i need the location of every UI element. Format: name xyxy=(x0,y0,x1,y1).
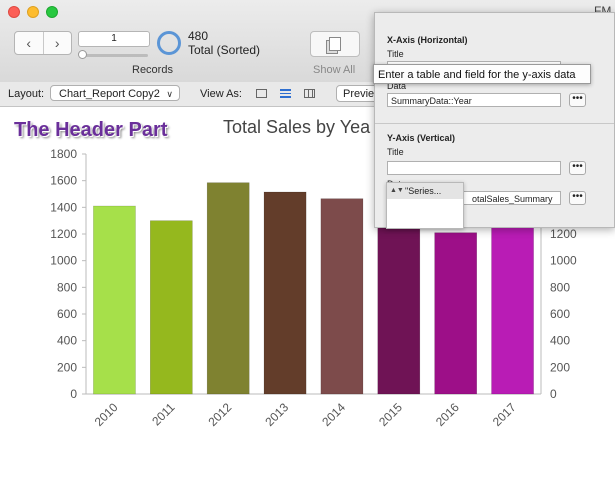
x-data-label: Data xyxy=(387,81,407,91)
y-title-field[interactable] xyxy=(387,161,561,175)
x-data-field[interactable]: SummaryData::Year xyxy=(387,93,561,107)
chevron-left-icon: ‹ xyxy=(26,35,32,51)
view-list-icon[interactable] xyxy=(280,89,291,98)
x-tick-label: 2011 xyxy=(149,400,177,428)
series-popup[interactable]: ▲▼ "Series... xyxy=(386,182,464,229)
y-tick-label: 1600 xyxy=(50,174,77,188)
y-right-tick-label: 0 xyxy=(550,387,557,401)
layout-label: Layout: xyxy=(8,88,45,100)
bar-2012 xyxy=(206,182,250,395)
chart-title: Total Sales by Yea xyxy=(223,117,371,137)
bar-2017 xyxy=(491,223,534,395)
records-label: Records xyxy=(132,64,173,76)
series-popup-item[interactable]: ▲▼ "Series... xyxy=(387,183,463,199)
header-part-label: The Header Part xyxy=(14,119,168,141)
y-title-specify-button[interactable]: ••• xyxy=(569,161,586,175)
bar-2014 xyxy=(320,198,364,395)
y-tick-label: 600 xyxy=(57,307,77,321)
bar-2015 xyxy=(377,225,421,395)
panel-separator xyxy=(375,123,614,124)
view-as-label: View As: xyxy=(200,88,242,100)
record-status: Total (Sorted) xyxy=(188,43,261,57)
zoom-window-button[interactable] xyxy=(46,6,58,18)
x-tick-label: 2017 xyxy=(490,400,519,429)
layout-select-value: Chart_Report Copy2 xyxy=(59,88,160,100)
y-axis-section-title: Y-Axis (Vertical) xyxy=(387,133,456,143)
series-popup-label: "Series... xyxy=(405,186,442,196)
bar-2010 xyxy=(93,205,136,395)
close-window-button[interactable] xyxy=(8,6,20,18)
bar-2013 xyxy=(263,191,307,395)
show-all-label: Show All xyxy=(313,64,356,76)
minimize-window-button[interactable] xyxy=(27,6,39,18)
y-right-tick-label: 200 xyxy=(550,360,570,374)
record-slider[interactable] xyxy=(80,54,148,57)
y-tick-label: 1000 xyxy=(50,254,77,268)
record-pie-icon xyxy=(157,31,181,55)
chevron-right-icon: › xyxy=(54,35,60,51)
x-tick-label: 2010 xyxy=(92,400,121,429)
view-form-icon[interactable] xyxy=(256,89,267,98)
up-down-arrows-icon: ▲▼ xyxy=(390,187,404,194)
current-record-input[interactable]: 1 xyxy=(78,31,150,47)
x-tick-label: 2013 xyxy=(262,400,291,429)
x-data-specify-button[interactable]: ••• xyxy=(569,93,586,107)
show-all-button[interactable] xyxy=(310,31,360,57)
bar-2016 xyxy=(434,232,477,395)
y-right-tick-label: 400 xyxy=(550,334,570,348)
x-title-label: Title xyxy=(387,49,404,59)
y-tick-label: 1200 xyxy=(50,227,77,241)
bar-2011 xyxy=(150,220,193,395)
x-tick-label: 2015 xyxy=(376,400,405,429)
record-slider-knob[interactable] xyxy=(78,50,87,59)
y-right-tick-label: 1200 xyxy=(550,227,577,241)
tooltip: Enter a table and field for the y-axis d… xyxy=(373,64,591,84)
y-title-label: Title xyxy=(387,147,404,157)
y-right-tick-label: 1000 xyxy=(550,254,577,268)
x-axis-section-title: X-Axis (Horizontal) xyxy=(387,35,468,45)
chart-setup-panel: X-Axis (Horizontal) Title Data SummaryDa… xyxy=(374,12,615,228)
y-right-tick-label: 800 xyxy=(550,280,570,294)
y-tick-label: 400 xyxy=(57,334,77,348)
y-tick-label: 1400 xyxy=(50,200,77,214)
y-tick-label: 1800 xyxy=(50,147,77,161)
document-icon xyxy=(329,37,341,51)
record-count: 480 xyxy=(188,29,209,43)
y-tick-label: 800 xyxy=(57,280,77,294)
preview-button[interactable]: Previe xyxy=(336,85,386,102)
y-right-tick-label: 600 xyxy=(550,307,570,321)
x-tick-label: 2014 xyxy=(319,400,348,429)
y-tick-label: 200 xyxy=(57,360,77,374)
chevron-down-icon: ∨ xyxy=(166,89,173,99)
layout-select[interactable]: Chart_Report Copy2 ∨ xyxy=(50,85,180,101)
y-data-specify-button[interactable]: ••• xyxy=(569,191,586,205)
y-tick-label: 0 xyxy=(70,387,77,401)
next-record-button[interactable]: › xyxy=(44,32,72,54)
previous-record-button[interactable]: ‹ xyxy=(15,32,44,54)
record-navigation: ‹ › xyxy=(14,31,72,55)
x-tick-label: 2012 xyxy=(206,400,235,429)
view-table-icon[interactable] xyxy=(304,89,315,98)
x-tick-label: 2016 xyxy=(433,400,462,429)
